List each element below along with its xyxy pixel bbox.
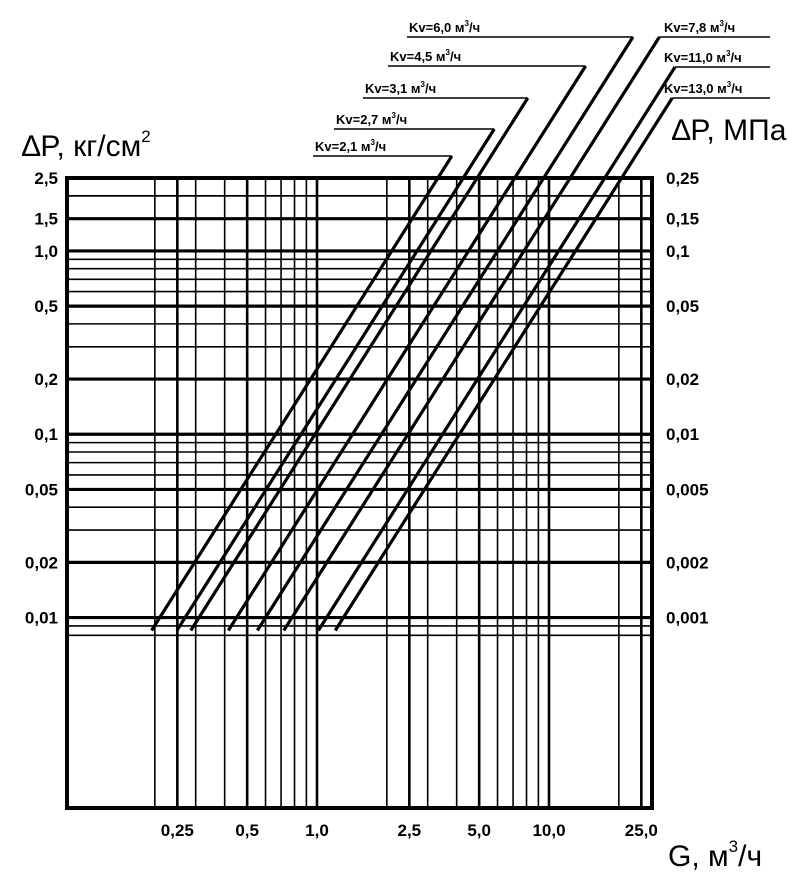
kv-line: [150, 155, 454, 632]
kv-label: Kv=11,0 м3/ч: [664, 49, 742, 65]
kv-label: Kv=13,0 м3/ч: [664, 80, 742, 96]
x-tick-label: 5,0: [467, 821, 491, 840]
y-tick-label-right: 0,005: [666, 480, 709, 499]
left-tick-labels: 2,5 1,5 1,0 0,5 0,2 0,1 0,05 0,02 0,01: [25, 169, 58, 628]
x-tick-label: 0,25: [161, 821, 194, 840]
y-tick-label-right: 0,15: [666, 210, 699, 229]
x-tick-label: 1,0: [305, 821, 329, 840]
y-tick-label-left: 1,5: [34, 210, 58, 229]
kv-label: Kv=4,5 м3/ч: [390, 48, 461, 64]
x-tick-labels: 0,25 0,5 1,0 2,5 5,0 10,0 25,0: [161, 821, 658, 840]
kv-line: [317, 66, 677, 632]
y-axis-title-left: ∆P, кг/см2: [22, 127, 151, 163]
kv-line: [227, 65, 587, 632]
y-tick-label-right: 0,05: [666, 297, 699, 316]
y-tick-label-left: 0,1: [34, 425, 58, 444]
y-tick-label-right: 0,002: [666, 553, 709, 572]
y-tick-label-right: 0,25: [666, 169, 699, 188]
minor-grid: [67, 178, 652, 808]
kv-lines: [150, 36, 677, 632]
x-tick-label: 10,0: [532, 821, 565, 840]
kv-line: [333, 97, 674, 632]
y-axis-title-right: ∆P, МПа: [672, 114, 787, 147]
x-tick-label: 2,5: [398, 821, 422, 840]
right-tick-labels: 0,25 0,15 0,1 0,05 0,02 0,01 0,005 0,002 0,001: [666, 169, 709, 628]
y-tick-label-left: 0,01: [25, 609, 58, 628]
kv-label: Kv=7,8 м3/ч: [664, 19, 735, 35]
kv-label: Kv=6,0 м3/ч: [409, 19, 480, 35]
y-tick-label-right: 0,02: [666, 370, 699, 389]
y-tick-label-right: 0,1: [666, 242, 690, 261]
x-tick-label: 25,0: [625, 821, 658, 840]
y-tick-label-left: 0,02: [25, 553, 58, 572]
y-tick-label-left: 1,0: [34, 242, 58, 261]
y-tick-label-left: 0,05: [25, 480, 58, 499]
kv-label: Kv=3,1 м3/ч: [365, 80, 436, 96]
plot-frame: [65, 176, 654, 810]
y-tick-label-left: 2,5: [34, 169, 58, 188]
kv-line: [189, 97, 530, 632]
x-axis-title: G, м3/ч: [668, 837, 762, 872]
y-tick-label-left: 0,5: [34, 297, 58, 316]
y-tick-label-right: 0,001: [666, 609, 709, 628]
kv-line: [175, 128, 496, 632]
kv-line: [255, 36, 635, 632]
kv-labels: Kv=2,1 м3/ч Kv=2,7 м3/ч Kv=3,1 м3/ч Kv=4,5 …: [313, 19, 770, 157]
kv-line: [282, 36, 661, 632]
kv-label: Kv=2,1 м3/ч: [315, 138, 386, 154]
y-tick-label-left: 0,2: [34, 370, 58, 389]
x-tick-label: 0,5: [235, 821, 259, 840]
kv-label: Kv=2,7 м3/ч: [336, 111, 407, 127]
y-tick-label-right: 0,01: [666, 425, 699, 444]
